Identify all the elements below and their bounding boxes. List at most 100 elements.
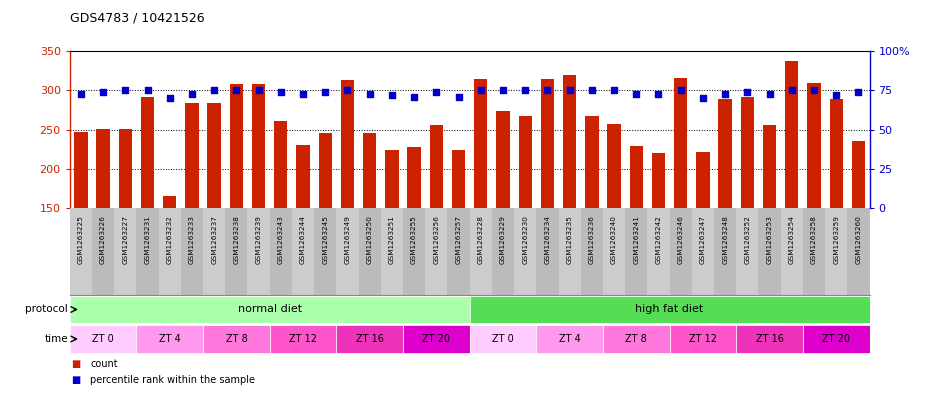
Bar <box>563 75 577 208</box>
Text: ZT 4: ZT 4 <box>559 334 580 344</box>
Bar <box>137 325 203 353</box>
Text: GSM1263237: GSM1263237 <box>211 215 218 264</box>
Bar <box>74 132 87 208</box>
Bar <box>337 325 403 353</box>
Bar <box>585 116 599 208</box>
Point <box>496 87 511 94</box>
Point <box>718 90 733 97</box>
Point <box>651 90 666 97</box>
Point <box>363 90 378 97</box>
Bar <box>537 208 559 295</box>
Bar <box>447 208 470 295</box>
Text: ZT 20: ZT 20 <box>422 334 450 344</box>
Text: percentile rank within the sample: percentile rank within the sample <box>90 375 255 385</box>
Text: GSM1263238: GSM1263238 <box>233 215 239 264</box>
Text: GSM1263228: GSM1263228 <box>478 215 484 264</box>
Text: high fat diet: high fat diet <box>635 305 704 314</box>
Bar <box>470 208 492 295</box>
Text: GSM1263259: GSM1263259 <box>833 215 839 264</box>
Text: GSM1263255: GSM1263255 <box>411 215 418 264</box>
Text: GSM1263247: GSM1263247 <box>700 215 706 264</box>
Bar <box>274 121 287 208</box>
Point <box>606 87 621 94</box>
Text: GSM1263254: GSM1263254 <box>789 215 795 264</box>
Text: GSM1263250: GSM1263250 <box>366 215 373 264</box>
Bar <box>497 111 510 208</box>
Text: GSM1263242: GSM1263242 <box>656 215 661 264</box>
Bar <box>625 208 647 295</box>
Text: time: time <box>45 334 68 344</box>
Point <box>184 90 199 97</box>
Bar <box>119 129 132 208</box>
Text: ZT 4: ZT 4 <box>159 334 180 344</box>
Bar <box>785 61 799 208</box>
Bar <box>719 99 732 208</box>
Bar <box>180 208 203 295</box>
Bar <box>740 97 754 208</box>
Bar <box>340 80 354 208</box>
Bar <box>763 125 777 208</box>
Bar <box>670 208 692 295</box>
Bar <box>407 147 420 208</box>
Text: normal diet: normal diet <box>238 305 301 314</box>
Text: GSM1263230: GSM1263230 <box>522 215 528 264</box>
Bar <box>159 208 180 295</box>
Text: ZT 0: ZT 0 <box>492 334 514 344</box>
Point <box>696 95 711 101</box>
Point <box>829 92 844 98</box>
Bar <box>807 83 820 208</box>
Point <box>762 90 777 97</box>
Point <box>206 87 221 94</box>
Text: GSM1263231: GSM1263231 <box>144 215 151 264</box>
Bar <box>537 325 603 353</box>
Point <box>162 95 177 101</box>
Text: GSM1263256: GSM1263256 <box>433 215 439 264</box>
Bar <box>385 150 399 208</box>
Bar <box>847 208 870 295</box>
Text: GSM1263249: GSM1263249 <box>344 215 351 264</box>
Text: GSM1263244: GSM1263244 <box>300 215 306 264</box>
Bar <box>852 141 865 208</box>
Bar <box>607 124 620 208</box>
Bar <box>452 150 465 208</box>
Bar <box>540 79 554 208</box>
Bar <box>319 133 332 208</box>
Bar <box>670 325 737 353</box>
Bar <box>270 208 292 295</box>
Point <box>451 94 466 100</box>
Bar <box>225 208 247 295</box>
Text: GSM1263232: GSM1263232 <box>166 215 173 264</box>
Point <box>296 90 311 97</box>
Point <box>518 87 533 94</box>
Bar <box>492 208 514 295</box>
Text: protocol: protocol <box>25 305 68 314</box>
Bar <box>247 208 270 295</box>
Bar <box>137 208 159 295</box>
Bar <box>470 325 537 353</box>
Text: ZT 12: ZT 12 <box>689 334 717 344</box>
Text: ZT 16: ZT 16 <box>356 334 383 344</box>
Bar <box>97 129 110 208</box>
Bar <box>403 325 470 353</box>
Bar <box>803 325 870 353</box>
Text: ZT 8: ZT 8 <box>625 334 647 344</box>
Point <box>140 87 155 94</box>
Bar <box>674 78 687 208</box>
Text: GSM1263257: GSM1263257 <box>456 215 461 264</box>
Bar <box>359 208 380 295</box>
Bar <box>519 116 532 208</box>
Text: GSM1263229: GSM1263229 <box>500 215 506 264</box>
Text: GDS4783 / 10421526: GDS4783 / 10421526 <box>70 12 205 25</box>
Point <box>340 87 355 94</box>
Bar <box>759 208 780 295</box>
Point <box>473 87 488 94</box>
Text: GSM1263236: GSM1263236 <box>589 215 595 264</box>
Bar <box>92 208 114 295</box>
Bar <box>292 208 314 295</box>
Point <box>318 89 333 95</box>
Bar <box>474 79 487 208</box>
Text: ZT 20: ZT 20 <box>822 334 850 344</box>
Point <box>851 89 866 95</box>
Point <box>273 89 288 95</box>
Bar <box>140 97 154 208</box>
